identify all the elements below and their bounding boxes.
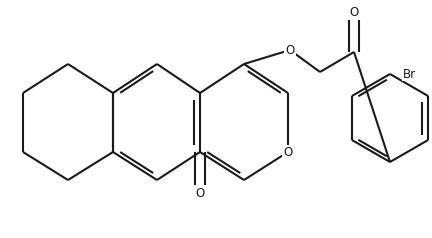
Text: O: O <box>195 187 205 200</box>
Text: O: O <box>349 6 359 19</box>
Text: Br: Br <box>403 68 416 80</box>
Text: O: O <box>286 44 295 56</box>
Text: O: O <box>283 145 292 159</box>
